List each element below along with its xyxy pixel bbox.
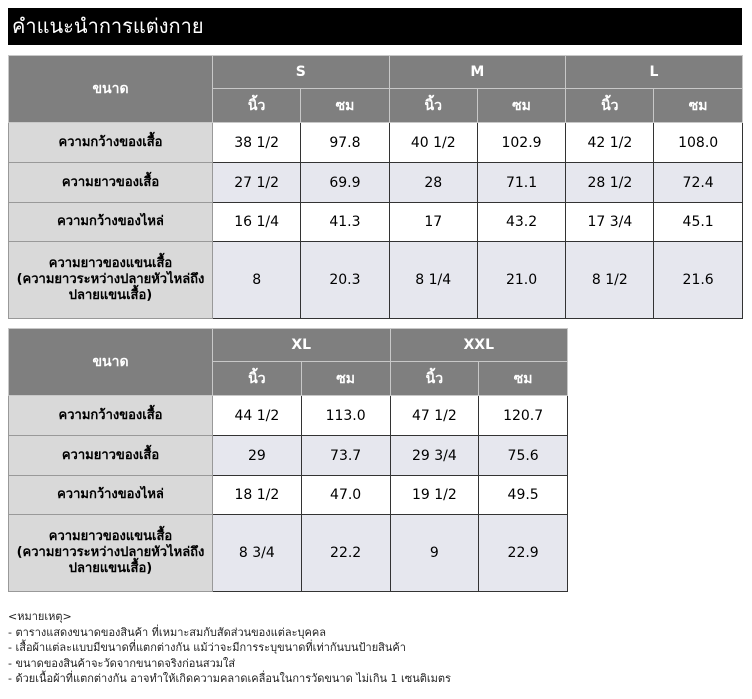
row-label: ความยาวของเสื้อ [8,435,213,476]
value-cm: 102.9 [476,122,567,163]
value-cm: 21.0 [476,241,567,319]
unit-row: นิ้ว ซม นิ้ว ซม นิ้ว ซม [9,88,743,123]
row-label: ความยาวของแขนเสื้อ (ความยาวระหว่างปลายหั… [8,241,213,319]
table-row: ความกว้างของไหล่ 16 1/4 41.3 17 43.2 17 3/4 45… [8,202,743,242]
value-cm: 75.6 [478,435,569,476]
table-row: ความกว้างของเสื้อ 44 1/2 113.0 47 1/2 120.7 [8,395,569,436]
value-inch: 47 1/2 [389,395,480,436]
value-inch: 44 1/2 [212,395,302,436]
note-item: - เสื้อผ้าแต่ละแบบมีขนาดที่แตกต่างกัน แม… [8,641,406,654]
value-inch: 8 1/4 [388,241,478,319]
value-cm: 69.9 [300,162,390,203]
value-inch: 29 [212,435,302,476]
size-column-l: L [565,55,743,89]
size-header: ขนาด [8,328,213,396]
value-inch: 38 1/2 [211,122,302,163]
unit-cm: ซม [300,88,390,123]
value-cm: 72.4 [653,162,743,203]
table-row: ความกว้างของไหล่ 18 1/2 47.0 19 1/2 49.5 [8,475,569,515]
table-row: ความยาวของแขนเสื้อ (ความยาวระหว่างปลายหั… [8,514,569,592]
value-inch: 42 1/2 [565,122,655,163]
note-item: - ด้วยเนื้อผ้าที่แตกต่างกัน อาจทำให้เกิด… [8,672,451,685]
value-cm: 49.5 [478,475,569,515]
size-header: ขนาด [8,55,213,123]
unit-inch: นิ้ว [388,88,478,123]
unit-cm: ซม [653,88,743,123]
row-label: ความกว้างของเสื้อ [8,122,213,163]
value-inch: 19 1/2 [389,475,480,515]
row-label: ความยาวของแขนเสื้อ (ความยาวระหว่างปลายหั… [8,514,213,592]
header-row: ขนาด XL XXL [8,328,569,396]
value-cm: 113.0 [300,395,391,436]
table-row: ความยาวของเสื้อ 27 1/2 69.9 28 71.1 28 1/2 72.… [8,162,743,203]
table-row: ความยาวของเสื้อ 29 73.7 29 3/4 75.6 [8,435,569,476]
value-cm: 120.7 [478,395,569,436]
value-inch: 28 1/2 [565,162,655,203]
notes: <หมายเหตุ> - ตารางแสดงขนาดของสินค้า ที่เ… [8,609,451,687]
size-chart-table-2: ขนาด XL XXL นิ้ว ซม นิ้ว ซม ความกว้างของเสื้อ 44… [8,328,569,592]
unit-inch: นิ้ว [212,361,302,396]
value-inch: 29 3/4 [389,435,480,476]
value-cm: 41.3 [300,202,390,242]
value-inch: 17 [388,202,478,242]
value-inch: 16 1/4 [211,202,302,242]
note-item: - ขนาดของสินค้าจะวัดจากขนาดจริงก่อนสวมใส… [8,656,236,670]
size-column-m: M [388,55,567,89]
value-inch: 28 [388,162,478,203]
value-cm: 43.2 [476,202,567,242]
value-inch: 18 1/2 [212,475,302,515]
value-cm: 73.7 [300,435,391,476]
value-cm: 20.3 [300,241,390,319]
size-chart-table-1: ขนาด S M L นิ้ว ซม นิ้ว ซม นิ้ว ซม ความกว้างของเสื… [8,55,743,319]
value-cm: 108.0 [653,122,743,163]
header-row: ขนาด S M L [8,55,743,123]
row-label: ความกว้างของไหล่ [8,202,213,242]
value-cm: 21.6 [653,241,743,319]
value-cm: 45.1 [653,202,743,242]
table-row: ความกว้างของเสื้อ 38 1/2 97.8 40 1/2 102.9 42… [8,122,743,163]
unit-inch: นิ้ว [211,88,302,123]
note-item: - ตารางแสดงขนาดของสินค้า ที่เหมาะสมกับสั… [8,625,326,639]
unit-inch: นิ้ว [565,88,655,123]
value-inch: 8 [211,241,302,319]
value-cm: 71.1 [476,162,567,203]
notes-heading: <หมายเหตุ> [8,610,72,623]
value-cm: 22.2 [300,514,391,592]
page-title: คำแนะนำการแต่งกาย [8,8,742,45]
unit-inch: นิ้ว [389,361,480,396]
value-cm: 97.8 [300,122,390,163]
value-inch: 9 [389,514,480,592]
value-cm: 47.0 [300,475,391,515]
value-inch: 27 1/2 [211,162,302,203]
value-cm: 22.9 [478,514,569,592]
size-column-xl: XL [212,328,391,362]
unit-row: นิ้ว ซม นิ้ว ซม [9,361,569,396]
value-inch: 8 1/2 [565,241,655,319]
table-row: ความยาวของแขนเสื้อ (ความยาวระหว่างปลายหั… [8,241,743,319]
value-inch: 8 3/4 [212,514,302,592]
size-column-xxl: XXL [389,328,569,362]
row-label: ความกว้างของไหล่ [8,475,213,515]
unit-cm: ซม [478,361,569,396]
value-inch: 40 1/2 [388,122,478,163]
value-inch: 17 3/4 [565,202,655,242]
size-column-s: S [212,55,390,89]
row-label: ความกว้างของเสื้อ [8,395,213,436]
unit-cm: ซม [476,88,567,123]
unit-cm: ซม [300,361,391,396]
row-label: ความยาวของเสื้อ [8,162,213,203]
